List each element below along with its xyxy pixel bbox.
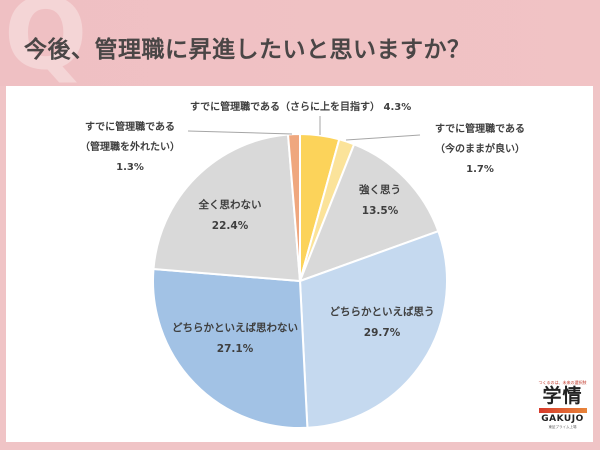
logo-bar [538,408,587,413]
pie-slice [286,132,301,282]
label-manager-stay: すでに管理職である （今のままが良い） 1.7% [435,124,525,175]
label-manager-up: すでに管理職である（さらに上を目指す） 4.3% [190,102,412,113]
pie-slice [298,229,448,429]
page-title: 今後、管理職に昇進したいと思いますか？ [24,37,471,63]
label-strongly-yes: 強く思う 13.5% [359,184,401,217]
logo-kanji: 学情 [542,385,583,407]
logo-sub: 東証プライム上場 [548,425,577,429]
leader-line-manager-leave [187,130,293,135]
q-watermark: Q [4,0,88,92]
pie-slice [152,267,309,429]
leader-line-manager-stay [345,134,421,141]
logo-tagline: つくるのは、未来の選択肢 [538,380,587,385]
label-not-at-all: 全く思わない 22.4% [198,199,262,232]
label-somewhat-no: どちらかといえば思わない 27.1% [172,322,298,355]
pie-slice [298,143,440,283]
logo-english: GAKUJO [541,414,584,424]
pie-slices [152,132,448,429]
label-somewhat-yes: どちらかといえば思う 29.7% [329,306,435,339]
header: Q 今後、管理職に昇進したいと思いますか？ [0,0,600,86]
label-manager-leave: すでに管理職である （管理職を外れたい） 1.3% [80,122,180,173]
pie-slice [152,133,302,283]
gakujo-logo: つくるのは、未来の選択肢 学情 GAKUJO 東証プライム上場 [535,380,590,440]
